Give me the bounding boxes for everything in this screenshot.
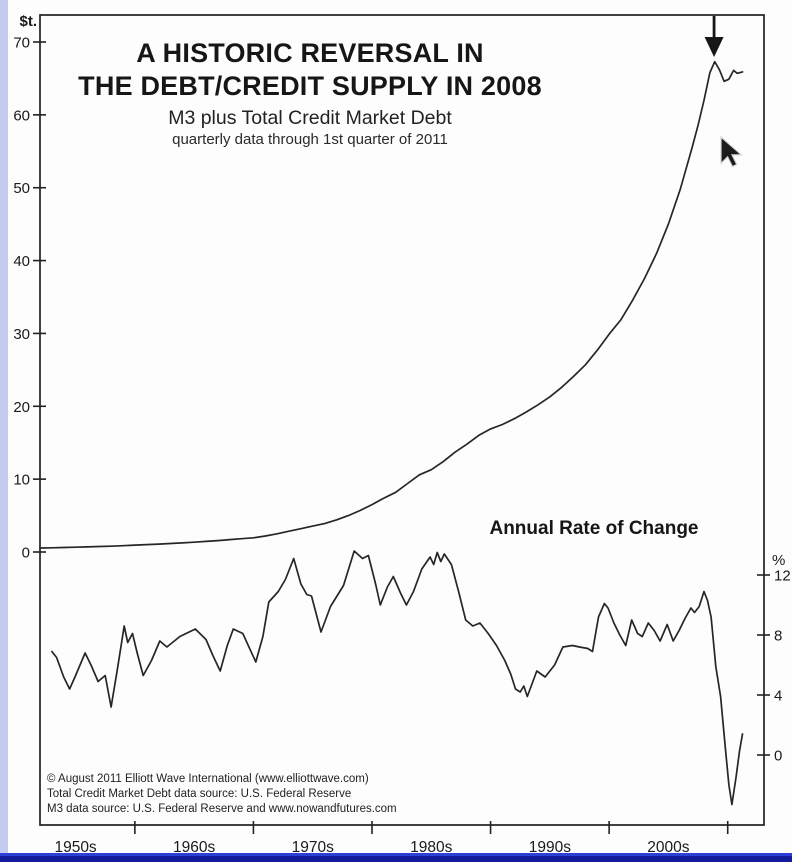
right-axis-tick-label: 4 <box>774 688 782 705</box>
x-axis-decade-label: 1950s <box>54 839 96 856</box>
chart-subtitle: M3 plus Total Credit Market Debt <box>168 107 452 129</box>
x-axis-decade-label: 1980s <box>410 839 452 856</box>
peak-arrow-head-icon <box>704 37 724 57</box>
chart-generated-layer: 0 10 20 30 40 50 60 70 0 4 8 12 1950s 1960s 1970s 1980s… <box>13 14 791 856</box>
x-axis-decade-label: 1970s <box>292 839 334 856</box>
footnote-copyright: © August 2011 Elliott Wave International… <box>47 773 369 785</box>
taskbar-edge-highlight <box>0 853 792 856</box>
x-axis-decade-label: 1960s <box>173 839 215 856</box>
left-axis-unit-label: $t. <box>19 13 37 30</box>
chart-footnotes: © August 2011 Elliott Wave International… <box>47 772 397 817</box>
right-axis-unit-label: % <box>772 552 786 569</box>
left-axis-tick-label: 60 <box>13 107 30 124</box>
left-axis-tick-label: 30 <box>13 326 30 343</box>
x-axis-decade-label: 2000s <box>647 839 689 856</box>
plot-border <box>39 14 765 826</box>
rate-of-change-curve <box>51 550 744 806</box>
left-axis-tick-label: 10 <box>13 472 30 489</box>
right-axis-tick-label: 0 <box>774 748 782 765</box>
x-axis-decade-label: 1990s <box>529 839 571 856</box>
footnote-tcmd-source: Total Credit Market Debt data source: U.… <box>47 788 352 800</box>
chart-data-note: quarterly data through 1st quarter of 20… <box>172 131 448 148</box>
debt-supply-curve <box>39 60 744 549</box>
footnote-m3-source: M3 data source: U.S. Federal Reserve and… <box>47 803 397 815</box>
chart-title-block: A HISTORIC REVERSAL IN THE DEBT/CREDIT S… <box>60 37 560 149</box>
window-edge-strip <box>0 0 8 856</box>
left-axis-tick-label: 0 <box>22 545 30 562</box>
left-axis-tick-label: 50 <box>13 180 30 197</box>
left-axis-tick-label: 20 <box>13 399 30 416</box>
taskbar-edge <box>0 856 792 862</box>
right-axis-tick-label: 8 <box>774 628 782 645</box>
mouse-cursor <box>720 135 744 168</box>
chart-title-line1: A HISTORIC REVERSAL IN <box>136 38 484 68</box>
rate-of-change-label: Annual Rate of Change <box>489 518 699 539</box>
right-axis-tick-label: 12 <box>774 568 791 585</box>
left-axis-tick-label: 70 <box>13 35 30 52</box>
chart-title-line2: THE DEBT/CREDIT SUPPLY IN 2008 <box>78 71 542 101</box>
left-axis-tick-label: 40 <box>13 253 30 270</box>
